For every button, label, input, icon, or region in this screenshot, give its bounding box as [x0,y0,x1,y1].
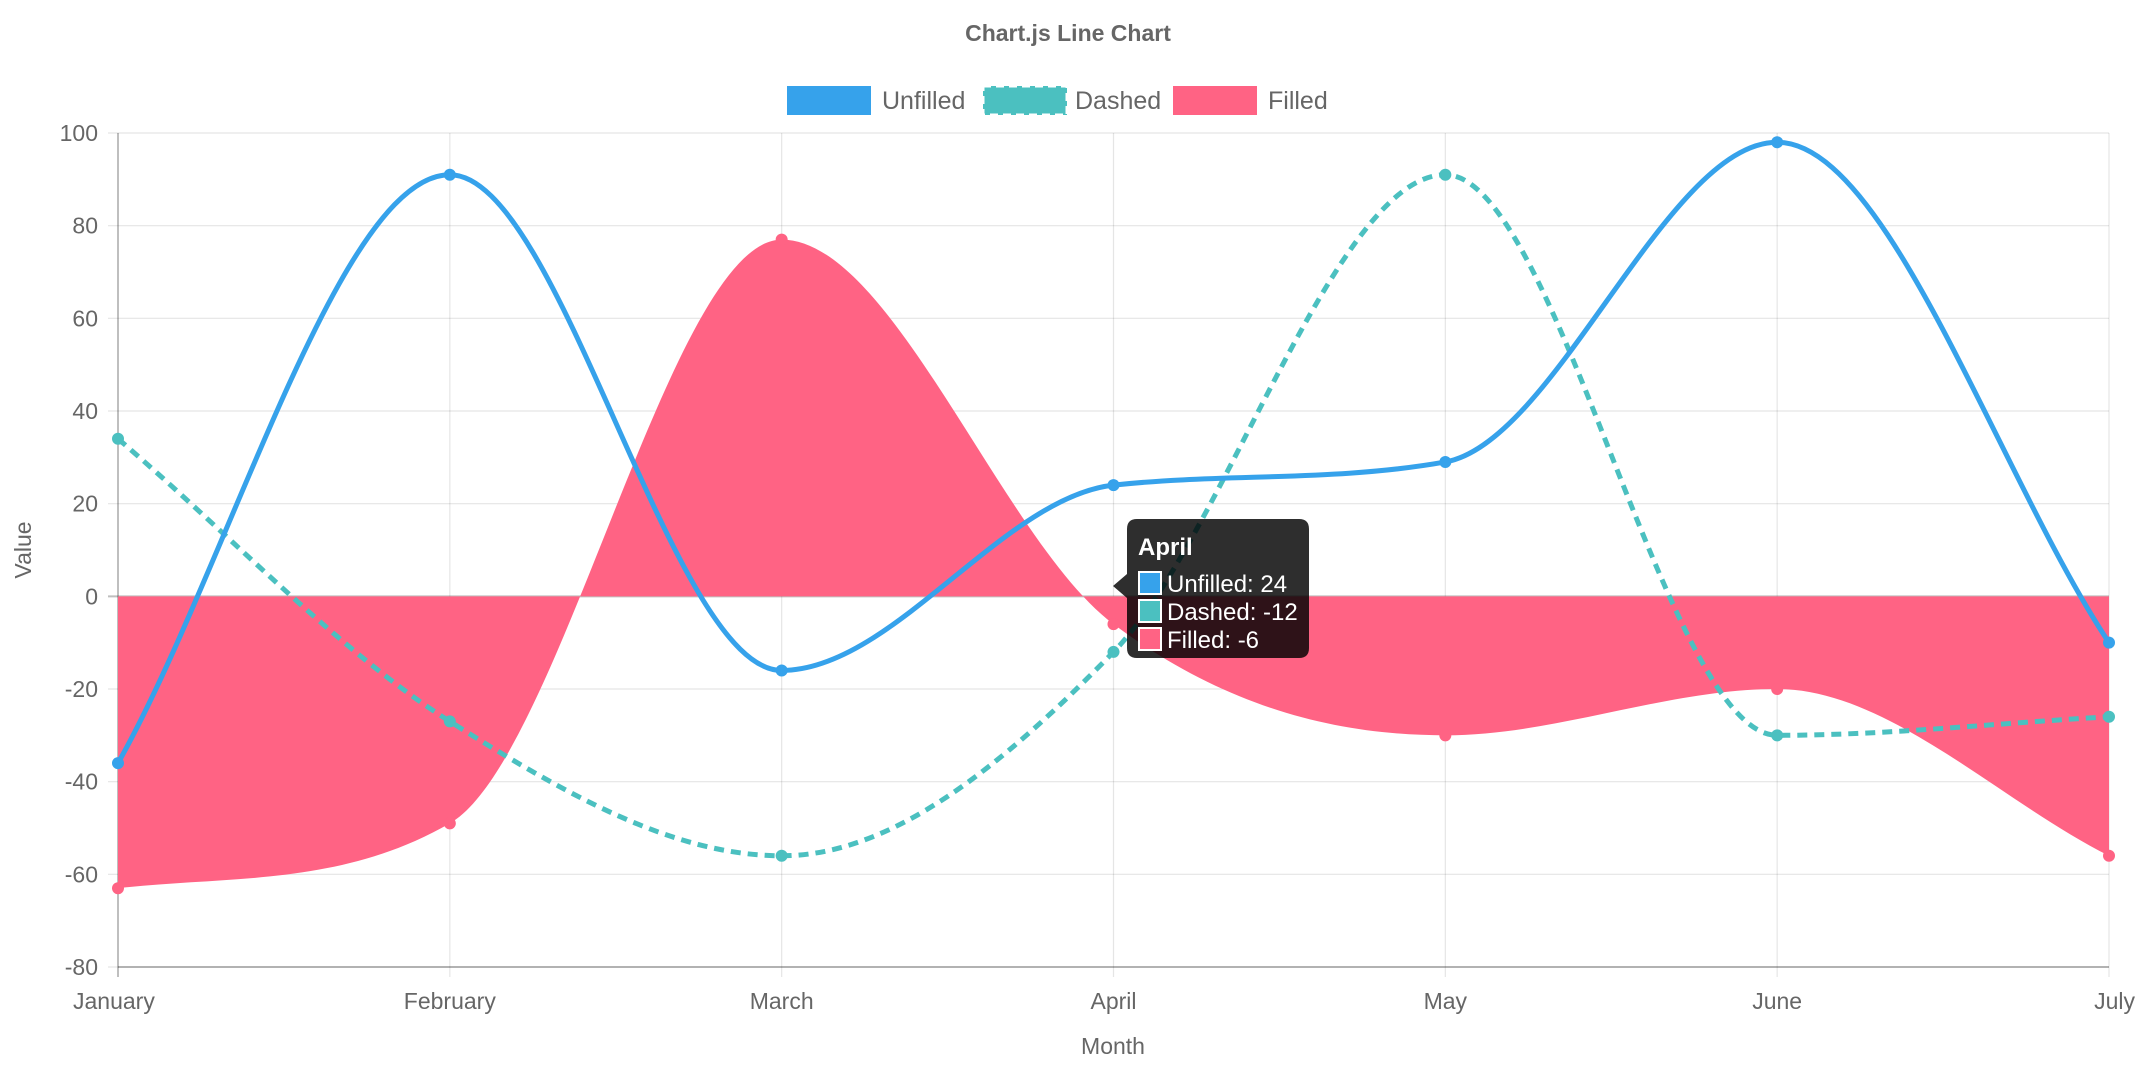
tooltip-line: Dashed: -12 [1167,599,1298,626]
x-tick-label: June [1752,988,1802,1014]
series-layer [112,136,2115,895]
series-filled-point[interactable] [2103,849,2115,862]
tooltip-swatch [1138,599,1162,623]
tooltip-line: Unfilled: 24 [1167,571,1287,598]
legend-item-filled[interactable]: Filled [1173,86,1328,115]
y-tick-label: -40 [65,769,98,795]
legend-swatch-filled [1173,86,1257,115]
y-tick-label: -20 [65,676,98,702]
series-unfilled-point[interactable] [2103,636,2115,649]
legend-item-dashed[interactable]: Dashed [981,84,1161,117]
series-unfilled-point[interactable] [1107,479,1120,492]
x-axis-title: Month [1081,1033,1145,1059]
series-dashed-point[interactable] [775,849,788,862]
tooltip-box [1113,519,1309,658]
y-tick-label: 100 [60,120,98,146]
series-dashed-point[interactable] [2103,710,2115,723]
y-tick-label: 80 [72,213,98,239]
y-tick-label: -80 [65,954,98,980]
legend-swatch-dashed [981,84,1069,117]
x-tick-label: July [2094,988,2135,1014]
tooltip-swatch [1138,571,1162,595]
y-tick-label: 40 [72,398,98,424]
series-filled-area [118,239,2109,889]
chart-title: Chart.js Line Chart [965,20,1171,46]
tooltip-line: Filled: -6 [1167,627,1259,654]
x-tick-label: January [73,988,155,1014]
x-tick-label: March [750,988,814,1014]
series-unfilled [112,136,2115,770]
series-filled-point[interactable] [1107,618,1120,631]
y-tick-label: -60 [65,861,98,887]
series-dashed-line [116,172,2110,859]
series-dashed-point[interactable] [1107,645,1120,658]
legend-label-dashed: Dashed [1075,87,1161,115]
series-filled-point[interactable] [112,882,124,895]
y-axis-ticks: 100 80 60 40 20 0 -20 -40 -60 -80 [60,120,98,980]
series-filled-point[interactable] [443,817,456,830]
series-dashed-point[interactable] [112,432,124,445]
series-dashed-point[interactable] [443,715,456,728]
series-filled-point[interactable] [1771,683,1784,695]
y-tick-label: 0 [85,583,98,609]
series-dashed [112,168,2115,862]
series-dashed-point[interactable] [1771,729,1784,742]
legend-label-filled: Filled [1268,87,1328,115]
y-tick-label: 20 [72,491,98,517]
series-unfilled-point[interactable] [775,664,788,677]
x-axis-ticks: January February March April May June July [73,988,2135,1014]
series-unfilled-point[interactable] [1439,455,1452,468]
series-dashed-point[interactable] [1439,168,1452,181]
legend-label-unfilled: Unfilled [882,87,965,115]
series-unfilled-point[interactable] [112,757,124,770]
y-tick-label: 60 [72,305,98,331]
series-unfilled-line [115,139,2112,765]
legend-swatch-unfilled [787,86,871,115]
series-filled-point[interactable] [775,233,788,246]
series-filled [112,233,2115,895]
legend-item-unfilled[interactable]: Unfilled [787,86,965,115]
y-axis-title: Value [10,521,36,578]
x-tick-label: April [1090,988,1136,1014]
tooltip-title: April [1138,534,1193,561]
x-tick-label: May [1424,988,1468,1014]
legend[interactable]: Unfilled Dashed Filled [787,84,1328,117]
grid-lines [108,132,2110,977]
series-unfilled-point[interactable] [1771,136,1784,149]
x-tick-label: February [404,988,497,1014]
tooltip-swatch [1138,627,1162,651]
series-filled-point[interactable] [1439,729,1452,742]
series-unfilled-point[interactable] [443,168,456,181]
